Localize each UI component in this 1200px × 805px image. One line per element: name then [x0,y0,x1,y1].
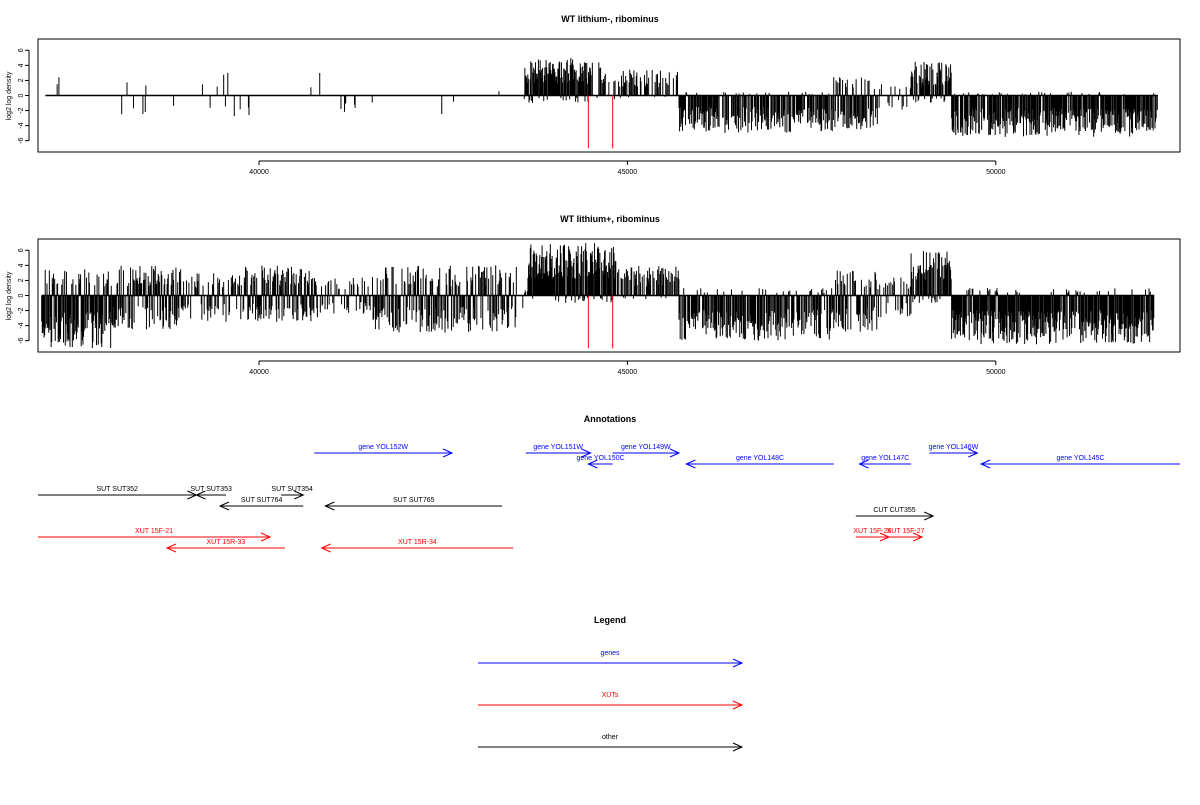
legend-group: genes XUTs other [478,650,744,752]
bar-group [45,57,1158,149]
plot-frame [37,238,1181,353]
axes-group: -6 -4 -2 0 2 4 6 40000 45000 50000 [18,48,1006,176]
arrow-head [587,459,598,469]
feature-label: SUT SUT354 [271,486,313,493]
axes-group: -6 -4 -2 0 2 4 6 40000 45000 50000 [18,248,1006,376]
feature-label: gene YOL147C [861,455,909,462]
arrow-head [442,448,454,458]
feature-label: SUT SUT765 [393,497,435,504]
legend-label: XUTs [602,692,619,699]
feature-label: gene YOL148C [736,455,784,462]
x-tick-label: 50000 [986,169,1006,176]
feature-label: gene YOL149W [621,444,671,451]
feature-label: SUT SUT352 [96,486,138,493]
arrow-head [195,490,206,500]
y-tick-label: -4 [18,122,25,128]
y-tick-label: -6 [18,137,25,143]
plot-frame [37,38,1181,153]
y-tick-label: -4 [18,322,25,328]
x-tick-label: 40000 [249,169,269,176]
arrow-head [260,532,272,542]
y-tick-label: 0 [18,293,25,297]
y-tick-label: 6 [18,48,25,52]
y-tick-label: -6 [18,337,25,343]
y-tick-label: 2 [18,78,25,82]
feature-label: gene YOL146W [929,444,979,451]
annotations-title: Annotations [584,414,637,424]
arrow-head [581,448,592,458]
feature-label: XUT 15F-21 [135,528,173,535]
y-axis-label: log2 log density [6,71,13,120]
feature-label: CUT CUT355 [873,507,915,514]
y-tick-label: 4 [18,263,25,267]
arrow-head [923,511,935,521]
arrow-head [320,543,331,553]
arrow-head [685,459,696,469]
feature-label: gene YOL145C [1056,455,1104,462]
feature-label: XUT 15R-34 [398,539,437,546]
density-panel-lithium-plus: WT lithium+, ribominus log2 log density … [6,214,1181,376]
arrow-head [669,448,681,458]
y-tick-label: -2 [18,107,25,113]
legend-label: genes [600,650,620,657]
y-axis-label: log2 log density [6,271,13,320]
feature-group: gene YOL152W gene YOL151W gene YOL150C gene… [38,444,1180,553]
density-panel-lithium-minus: WT lithium-, ribominus log2 log density … [6,14,1181,176]
arrow-head [294,490,305,500]
x-tick-label: 45000 [618,169,638,176]
feature-label: SUT SUT764 [241,497,283,504]
annotations-panel: Annotations gene YOL152W gene YOL151Wgene… [38,414,1180,553]
arrow-head [732,658,744,668]
y-tick-label: 2 [18,278,25,282]
feature-label: gene YOL152W [358,444,408,451]
feature-label: XUT 15F-27 [887,528,925,535]
x-tick-label: 50000 [986,369,1006,376]
y-tick-label: -2 [18,307,25,313]
panel-title: WT lithium+, ribominus [560,214,660,224]
legend-label: other [602,734,619,741]
arrow-head [968,448,979,458]
feature-label: SUT SUT353 [190,486,232,493]
arrow-head [858,459,869,469]
feature-label: gene YOL150C [576,455,624,462]
arrow-head [165,543,177,553]
feature-label: XUT 15R-33 [206,539,245,546]
y-tick-label: 0 [18,93,25,97]
y-tick-label: 6 [18,248,25,252]
legend-title: Legend [594,615,626,625]
x-tick-label: 45000 [618,369,638,376]
arrow-head [732,700,744,710]
arrow-head [979,459,991,469]
y-tick-label: 4 [18,63,25,67]
legend-panel: Legend genes XUTs other [478,615,744,752]
arrow-head [912,532,924,542]
x-tick-label: 40000 [249,369,269,376]
arrow-head [218,501,230,511]
bar-group [41,243,1155,349]
feature-label: gene YOL151W [533,444,583,451]
arrow-head [732,742,744,752]
arrow-head [324,501,335,511]
feature-label: XUT 15F-26 [853,528,891,535]
panel-title: WT lithium-, ribominus [561,14,659,24]
